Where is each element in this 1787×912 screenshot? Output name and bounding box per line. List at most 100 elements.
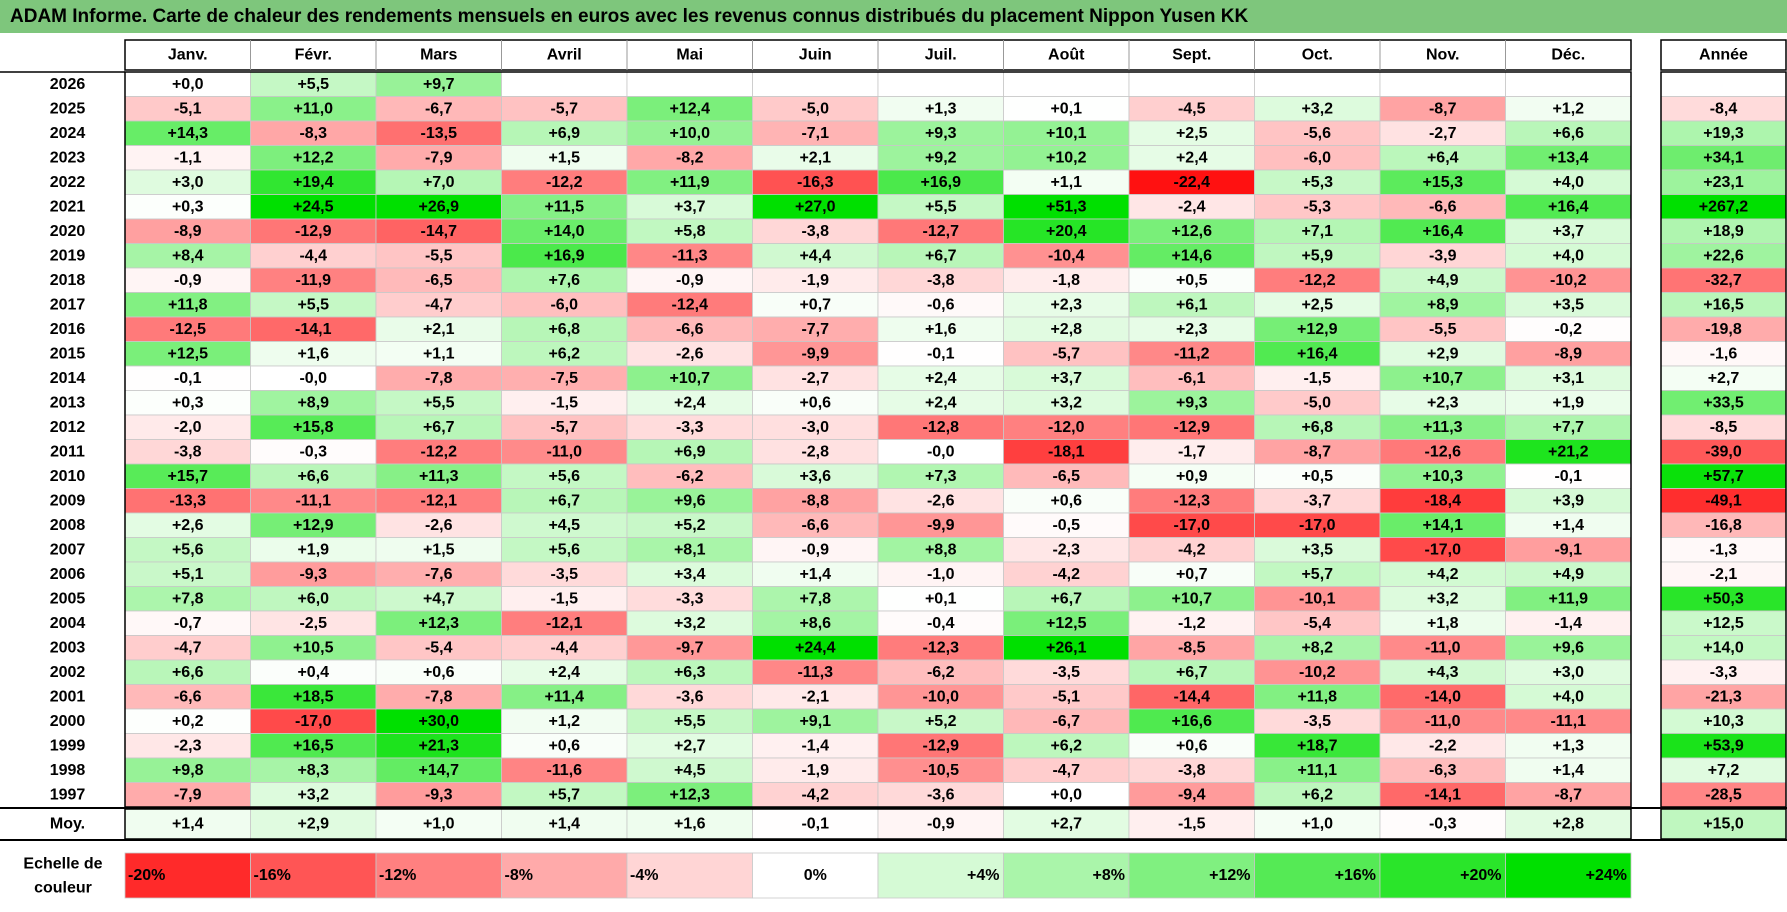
heat-cell <box>1128 169 1255 195</box>
heat-cell <box>124 169 251 195</box>
cell-value: +6,0 <box>297 590 329 607</box>
heat-cell <box>752 512 879 538</box>
heat-cell <box>1254 561 1381 587</box>
cell-value: +1,9 <box>1552 394 1584 411</box>
heat-cell <box>1379 488 1506 514</box>
cell-value: -1,2 <box>1178 615 1206 632</box>
heat-cell <box>1379 757 1506 783</box>
cell-value: +2,3 <box>1050 296 1082 313</box>
cell-value: +9,3 <box>925 125 957 142</box>
cell-value: -9,9 <box>801 345 829 362</box>
heat-cell <box>626 512 753 538</box>
heat-cell <box>752 463 879 489</box>
cell-value: +2,5 <box>1301 296 1333 313</box>
cell-value: -16,3 <box>797 174 834 191</box>
heat-cell <box>877 71 1004 97</box>
scale-value: +24% <box>1586 867 1627 884</box>
cell-value: -18,4 <box>1425 492 1462 509</box>
scale-value: +12% <box>1209 867 1250 884</box>
cell-value: -3,5 <box>1052 664 1080 681</box>
annual-cell <box>1660 218 1787 244</box>
heat-cell <box>250 194 377 220</box>
cell-value: +1,1 <box>423 345 455 362</box>
annual-value: +12,5 <box>1703 615 1744 632</box>
heat-cell <box>752 169 879 195</box>
year-label: 2016 <box>50 321 86 338</box>
cell-value: -9,1 <box>1554 541 1582 558</box>
year-label: 2002 <box>50 664 86 681</box>
cell-value: -11,3 <box>797 664 833 681</box>
cell-value: -0,7 <box>174 615 202 632</box>
heat-cell <box>124 610 251 636</box>
cell-value: +2,1 <box>423 321 455 338</box>
heat-cell <box>626 635 753 661</box>
cell-value: +30,0 <box>419 713 460 730</box>
cell-value: +6,1 <box>1176 296 1208 313</box>
heat-cell <box>375 390 502 416</box>
heat-cell <box>626 537 753 563</box>
cell-value: -3,6 <box>927 786 955 803</box>
avg-cell <box>1128 808 1255 840</box>
heat-cell <box>752 316 879 342</box>
cell-value: +3,2 <box>1050 394 1082 411</box>
cell-value: +1,9 <box>297 541 329 558</box>
cell-value: +10,3 <box>1423 468 1464 485</box>
heat-cell <box>1254 341 1381 367</box>
avg-cell <box>1379 808 1506 840</box>
cell-value: -2,3 <box>174 737 202 754</box>
heat-cell <box>1003 635 1130 661</box>
cell-value: -9,3 <box>299 566 327 583</box>
cell-value: -11,9 <box>295 272 331 289</box>
cell-value: -5,4 <box>425 639 453 656</box>
heat-cell <box>501 96 628 122</box>
heat-cell <box>1128 194 1255 220</box>
cell-value: -6,6 <box>801 517 829 534</box>
cell-value: -22,4 <box>1174 174 1211 191</box>
heat-cell <box>375 145 502 171</box>
cell-value: +8,9 <box>1427 296 1459 313</box>
cell-value: +1,3 <box>925 100 957 117</box>
cell-value: +2,4 <box>925 370 957 387</box>
heat-cell <box>1128 610 1255 636</box>
heat-cell <box>1254 733 1381 759</box>
cell-value: -3,6 <box>676 688 704 705</box>
year-label: 1999 <box>50 737 86 754</box>
cell-value: +11,5 <box>544 198 584 215</box>
annual-value: -21,3 <box>1705 688 1742 705</box>
heat-cell <box>375 169 502 195</box>
scale-value: -4% <box>630 867 658 884</box>
heat-cell <box>501 463 628 489</box>
heat-cell <box>626 341 753 367</box>
cell-value: -0,3 <box>299 443 327 460</box>
cell-value: +6,7 <box>1050 590 1082 607</box>
cell-value: +5,6 <box>548 541 580 558</box>
cell-value: +5,3 <box>1301 174 1333 191</box>
annual-cell <box>1660 708 1787 734</box>
cell-value: -4,2 <box>801 786 829 803</box>
cell-value: -5,0 <box>801 100 829 117</box>
heat-cell <box>1003 610 1130 636</box>
heat-cell <box>1128 96 1255 122</box>
avg-label: Moy. <box>50 816 85 833</box>
heat-cell <box>1379 194 1506 220</box>
heat-cell <box>1003 365 1130 391</box>
year-label: 2026 <box>50 76 86 93</box>
cell-value: +0,9 <box>1176 468 1208 485</box>
heat-cell <box>1003 733 1130 759</box>
cell-value: +3,5 <box>1301 541 1333 558</box>
heat-cell <box>1128 218 1255 244</box>
heat-cell <box>1003 194 1130 220</box>
annual-cell <box>1660 316 1787 342</box>
cell-value: +5,5 <box>423 394 455 411</box>
heat-cell <box>752 194 879 220</box>
cell-value: -1,9 <box>801 762 829 779</box>
cell-value: +0,7 <box>1176 566 1208 583</box>
cell-value: -10,2 <box>1550 272 1587 289</box>
annual-value: +34,1 <box>1703 149 1744 166</box>
cell-value: -8,8 <box>801 492 829 509</box>
cell-value: -2,7 <box>1429 125 1457 142</box>
cell-value: -12,2 <box>1299 272 1336 289</box>
annual-value: -49,1 <box>1705 492 1742 509</box>
cell-value: +26,9 <box>419 198 460 215</box>
cell-value: +2,1 <box>799 149 831 166</box>
